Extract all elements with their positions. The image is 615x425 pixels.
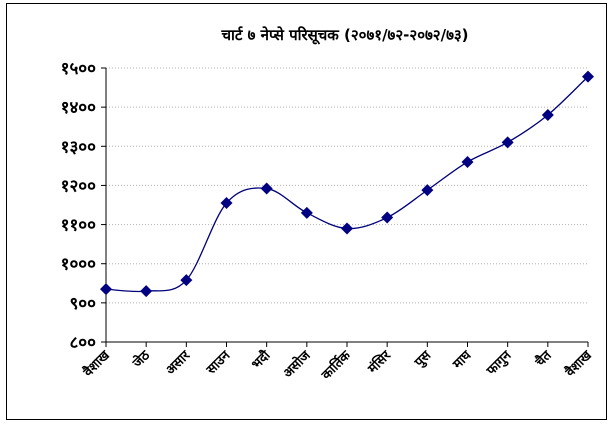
x-tick-label: चैत [532, 347, 556, 371]
axes [101, 68, 588, 347]
y-tick-label: १४०० [61, 98, 97, 118]
y-tick-label: ९०० [69, 294, 96, 314]
x-tick-label: वैशाख [562, 347, 596, 381]
x-tick-label: असार [163, 348, 193, 378]
series-line-path [106, 77, 588, 292]
data-point [301, 207, 313, 219]
x-tick-label: फागुन [483, 348, 515, 380]
y-tick-label: १२०० [61, 176, 97, 196]
series-line [106, 77, 588, 292]
x-tick-label: भदौ [248, 347, 273, 372]
data-point [421, 184, 433, 196]
x-tick-label: पुस [411, 347, 435, 371]
grid-lines [106, 68, 588, 303]
data-point [100, 283, 112, 295]
y-tick-label: ८०० [69, 333, 96, 353]
x-tick-label: जेठ [129, 346, 154, 371]
x-tick-label: साउन [203, 348, 234, 379]
x-tick-label: माघ [450, 347, 476, 373]
y-tick-label: १००० [61, 255, 97, 275]
data-markers [100, 71, 594, 298]
y-tick-label: ११०० [61, 216, 97, 236]
data-point [341, 222, 353, 234]
y-tick-labels: ८०० ९०० १००० ११०० १२०० १३०० १४०० १५०० [61, 59, 97, 353]
x-tick-labels: वैशाख जेठ असार साउन भदौ असोज कार्तिक मंसिर पुस मा… [80, 346, 596, 383]
x-tick-label: असोज [280, 347, 315, 382]
x-tick-label: मंसिर [364, 347, 394, 377]
data-point [462, 156, 474, 168]
y-tick-label: १५०० [61, 59, 97, 79]
chart-title: चार्ट ७ नेप्से परिसूचक (२०७१/७२-२०७२/७३) [220, 26, 468, 45]
y-tick-label: १३०० [61, 137, 97, 157]
data-point [381, 212, 393, 224]
data-point [261, 183, 273, 195]
data-point [140, 285, 152, 297]
x-tick-label: कार्तिक [318, 347, 355, 384]
